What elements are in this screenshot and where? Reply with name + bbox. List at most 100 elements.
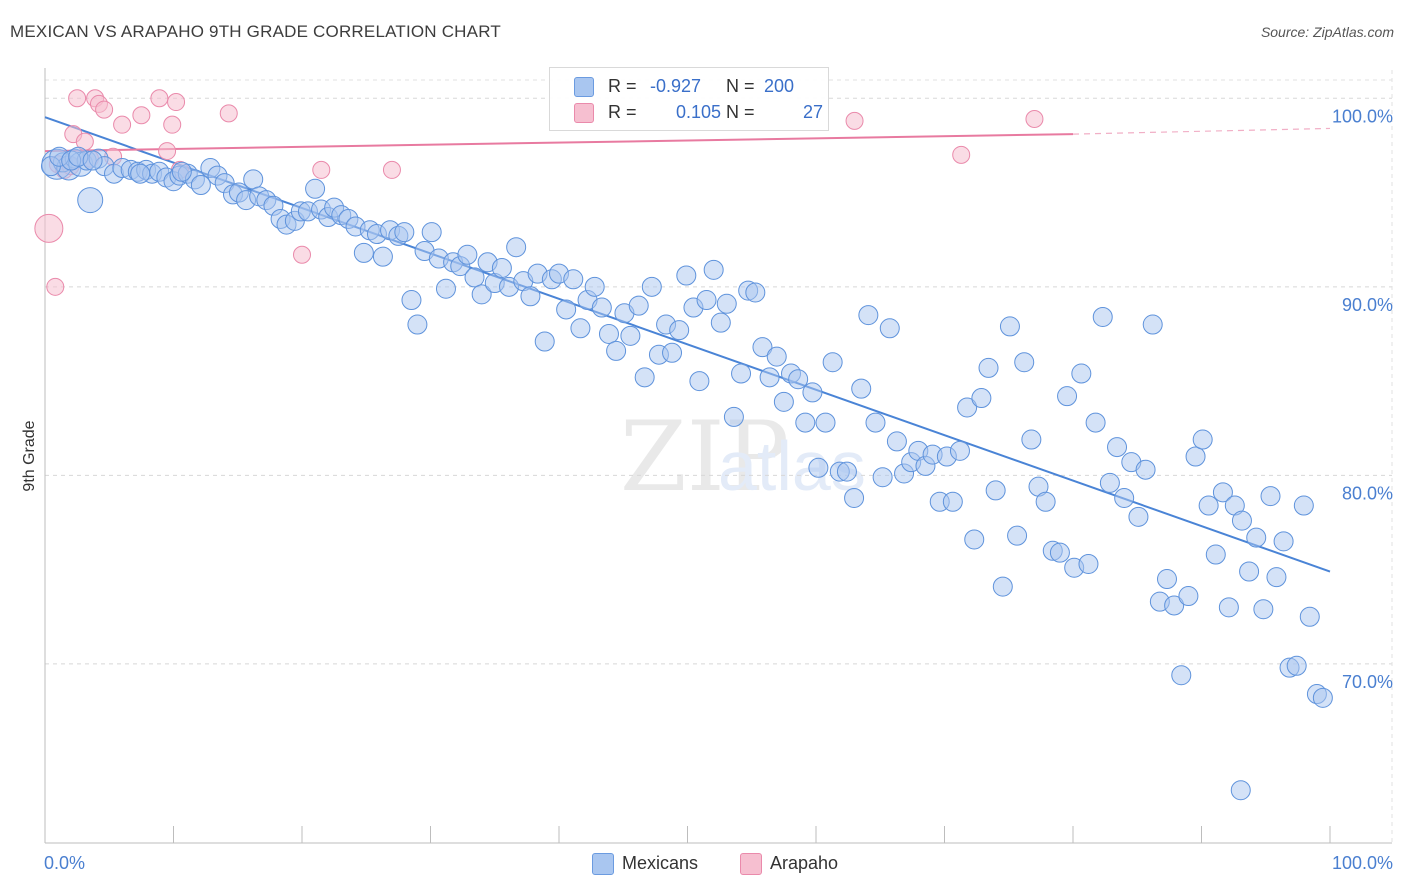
mexican-point (606, 340, 627, 361)
mexican-point (788, 369, 809, 390)
mexican-point (130, 163, 151, 184)
arapaho-point (68, 89, 87, 108)
mexican-point (1142, 314, 1163, 335)
mexican-point (844, 487, 865, 508)
mexican-point (1092, 306, 1113, 327)
arapaho-point (845, 111, 864, 130)
arapaho-point (34, 213, 64, 243)
mexican-point (634, 367, 655, 388)
mexican-point (556, 299, 577, 320)
legend-swatch-mexicans (574, 77, 594, 97)
mexican-point (491, 257, 512, 278)
mexican-point (802, 382, 823, 403)
bottom-legend-label: Mexicans (622, 853, 699, 873)
legend-r-value: 0.105 (676, 102, 722, 122)
legend-n-label: N = (726, 102, 755, 122)
mexican-point (745, 282, 766, 303)
mexican-point (641, 276, 662, 297)
mexican-point (689, 371, 710, 392)
mexican-point (584, 276, 605, 297)
mexican-point (1253, 599, 1274, 620)
mexican-point (1312, 687, 1333, 708)
mexican-point (949, 440, 970, 461)
mexican-point (77, 187, 104, 214)
mexican-point (534, 331, 555, 352)
mexican-point (372, 246, 393, 267)
mexican-point (710, 312, 731, 333)
mexican-point (703, 259, 724, 280)
arapaho-point (46, 277, 65, 296)
mexican-point (570, 318, 591, 339)
arapaho-point (95, 100, 114, 119)
mexican-point (464, 267, 485, 288)
mexican-point (1178, 586, 1199, 607)
chart-source: Source: ZipAtlas.com (1260, 24, 1394, 40)
y-tick-label: 90.0% (1342, 295, 1393, 315)
mexican-point (978, 357, 999, 378)
mexican-point (815, 412, 836, 433)
mexican-point (886, 431, 907, 452)
mexican-point (759, 367, 780, 388)
mexican-point (598, 323, 619, 344)
mexican-point (1192, 429, 1213, 450)
mexican-point (591, 297, 612, 318)
chart-title: MEXICAN VS ARAPAHO 9TH GRADE CORRELATION… (10, 22, 501, 41)
mexican-point (971, 388, 992, 409)
mexican-point (506, 237, 527, 258)
mexican-point (1185, 446, 1206, 467)
mexican-point (1260, 486, 1281, 507)
arapaho-point (158, 142, 177, 161)
mexican-point (1021, 429, 1042, 450)
arapaho-point (219, 104, 238, 123)
mexican-point (836, 461, 857, 482)
mexican-point (1057, 386, 1078, 407)
bottom-legend-swatch-arapaho (740, 853, 762, 875)
arapaho-trend-line (44, 133, 1074, 153)
mexican-point (808, 457, 829, 478)
mexican-point (1128, 506, 1149, 527)
arapaho-point (132, 106, 151, 125)
mexican-point (435, 278, 456, 299)
mexican-point (190, 175, 211, 196)
mexican-point (985, 480, 1006, 501)
x-tick-label: 0.0% (44, 853, 85, 873)
mexican-point (1212, 482, 1233, 503)
mexican-point (1231, 510, 1252, 531)
mexican-point (822, 352, 843, 373)
y-tick-label: 100.0% (1332, 106, 1393, 126)
mexican-point (628, 295, 649, 316)
mexican-point (851, 378, 872, 399)
mexican-point (992, 576, 1013, 597)
mexican-point (421, 222, 442, 243)
mexican-point (1198, 495, 1219, 516)
mexican-point (1014, 352, 1035, 373)
correlation-legend: R = -0.927 N = 200 R = 0.105 N = 27 (549, 67, 829, 131)
legend-r-label: R = (608, 102, 637, 122)
mexican-point (669, 320, 690, 341)
arapaho-point (952, 145, 971, 164)
mexican-point (407, 314, 428, 335)
mexican-point (1266, 567, 1287, 588)
legend-r-label: R = (608, 76, 637, 96)
arapaho-point (167, 93, 186, 112)
mexican-point (1078, 553, 1099, 574)
mexican-point (795, 412, 816, 433)
mexican-point (171, 161, 192, 182)
mexican-point (82, 150, 103, 171)
arapaho-point (163, 115, 182, 134)
mexican-point (1218, 597, 1239, 618)
legend-swatch-arapaho (574, 103, 594, 123)
mexican-point (1099, 472, 1120, 493)
mexican-point (1293, 495, 1314, 516)
mexican-point (563, 269, 584, 290)
legend-r-value: -0.927 (650, 76, 702, 96)
mexican-point (1085, 412, 1106, 433)
legend-n-label: N = (726, 76, 755, 96)
y-tick-label: 80.0% (1342, 483, 1393, 503)
arapaho-point (150, 89, 169, 108)
arapaho-point (113, 115, 132, 134)
mexican-point (696, 290, 717, 311)
mexican-point (999, 316, 1020, 337)
legend-n-value: 27 (803, 102, 824, 122)
